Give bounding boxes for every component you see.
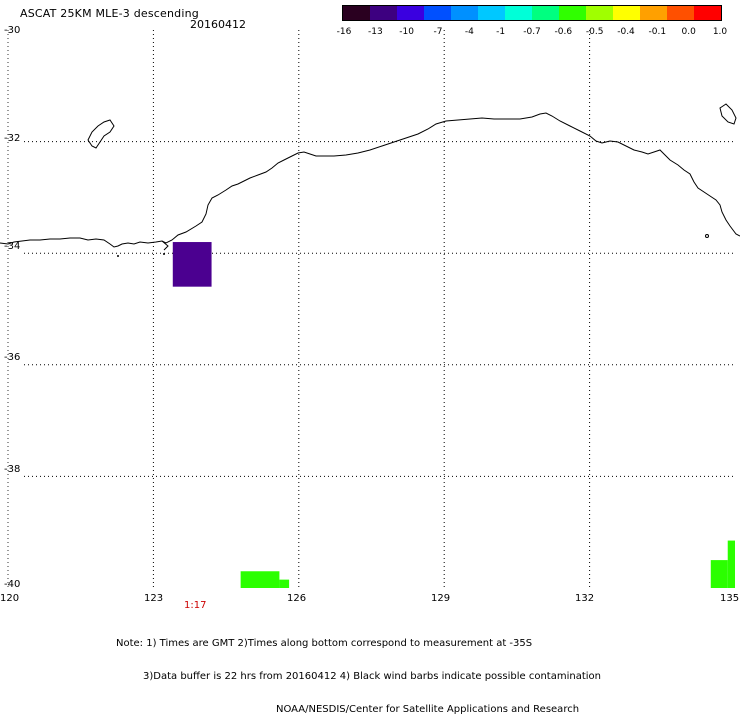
color-scale-tick: -0.7 bbox=[523, 27, 541, 37]
color-scale-segment bbox=[613, 6, 640, 20]
lon-label: 123 bbox=[144, 593, 164, 604]
color-scale-segment bbox=[694, 6, 721, 20]
color-scale-bar bbox=[342, 5, 722, 21]
island-small bbox=[117, 255, 119, 257]
coastline bbox=[0, 112, 740, 248]
lon-label: 126 bbox=[287, 593, 307, 604]
color-scale-segment bbox=[478, 6, 505, 20]
lat-lon-grid bbox=[24, 30, 735, 588]
island-recherche bbox=[87, 119, 115, 149]
color-scale-segment bbox=[505, 6, 532, 20]
note-line-3: NOAA/NESDIS/Center for Satellite Applica… bbox=[276, 704, 580, 715]
color-scale-segment bbox=[424, 6, 451, 20]
island-small bbox=[163, 253, 165, 255]
lon-label: 135 bbox=[720, 593, 740, 604]
color-scale-segment bbox=[559, 6, 586, 20]
lat-label: -34 bbox=[4, 241, 21, 252]
color-scale-tick: -1 bbox=[496, 27, 506, 37]
wind-data-cell bbox=[240, 571, 280, 588]
wind-data-cell bbox=[172, 242, 212, 287]
color-scale-segment bbox=[343, 6, 370, 20]
color-scale-tick: -0.6 bbox=[554, 27, 573, 37]
pass-time-label: 1:17 bbox=[184, 600, 207, 611]
coastline-west-tip bbox=[161, 240, 169, 251]
lon-label: 132 bbox=[575, 593, 595, 604]
color-scale-tick: -0.1 bbox=[648, 27, 667, 37]
map-title: ASCAT 25KM MLE-3 descending bbox=[20, 7, 199, 20]
color-scale-tick: -7 bbox=[433, 27, 443, 37]
color-scale-segment bbox=[532, 6, 559, 20]
color-scale-segment bbox=[370, 6, 397, 20]
color-scale-tick: 1.0 bbox=[712, 27, 728, 37]
lon-label: 120 bbox=[0, 593, 20, 604]
wind-data-cells bbox=[172, 242, 735, 588]
lat-label: -32 bbox=[4, 133, 21, 144]
map-canvas bbox=[0, 30, 740, 590]
color-scale-tick: -4 bbox=[464, 27, 474, 37]
color-scale-tick: -0.4 bbox=[617, 27, 635, 37]
island-kangaroo bbox=[719, 103, 737, 125]
color-scale-tick: -13 bbox=[367, 27, 383, 37]
color-scale-segment bbox=[667, 6, 694, 20]
color-scale-tick: -0.5 bbox=[585, 27, 604, 37]
color-scale-segment bbox=[451, 6, 478, 20]
lat-label: -38 bbox=[4, 464, 21, 475]
wind-data-cell bbox=[710, 560, 728, 588]
note-line-1: Note: 1) Times are GMT 2)Times along bot… bbox=[116, 638, 533, 649]
wind-data-cell bbox=[727, 540, 735, 588]
lat-label: -30 bbox=[4, 25, 21, 36]
color-scale-tick: 0.0 bbox=[681, 27, 696, 37]
lat-label: -40 bbox=[4, 579, 21, 590]
wind-data-cell bbox=[279, 579, 290, 588]
lon-label: 129 bbox=[431, 593, 451, 604]
footnotes: Note: 1) Times are GMT 2)Times along bot… bbox=[116, 616, 601, 726]
color-scale-tick: -16 bbox=[336, 27, 352, 37]
color-scale-segment bbox=[640, 6, 667, 20]
lat-label: -36 bbox=[4, 352, 21, 363]
map-date: 20160412 bbox=[190, 18, 246, 31]
island-small bbox=[705, 234, 709, 238]
color-scale-segment bbox=[586, 6, 613, 20]
color-scale-segment bbox=[397, 6, 424, 20]
note-line-2: 3)Data buffer is 22 hrs from 20160412 4)… bbox=[143, 671, 601, 682]
color-scale-tick: -10 bbox=[399, 27, 415, 37]
